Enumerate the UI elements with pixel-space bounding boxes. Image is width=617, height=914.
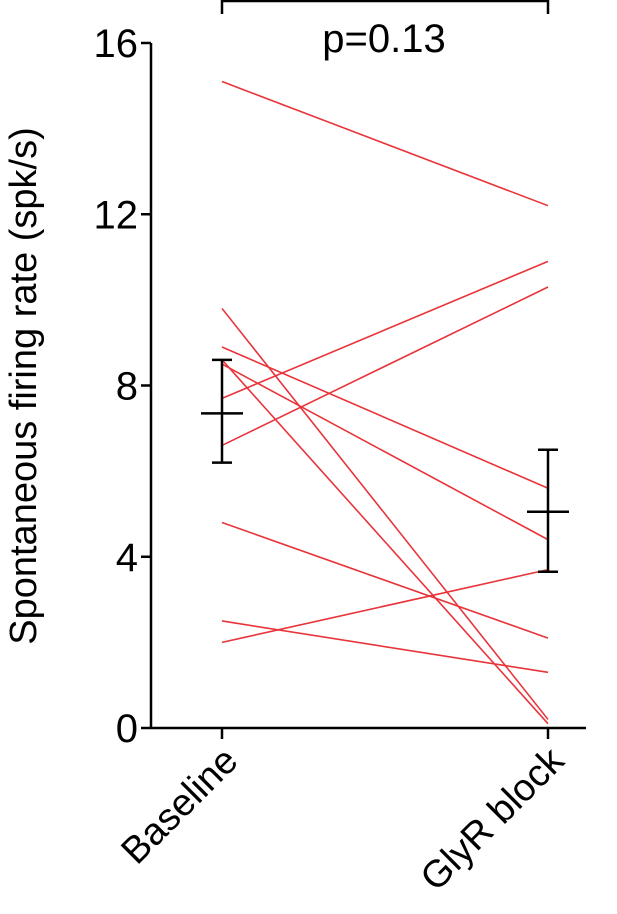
y-tick-label-8: 8: [116, 365, 138, 409]
pair-line-8: [221, 521, 549, 639]
pair-line-2: [221, 307, 549, 720]
y-tick-label-12: 12: [94, 193, 139, 237]
pair-line-3: [221, 346, 549, 489]
pair-line-5: [221, 363, 549, 541]
y-axis: 0 4 8 12 16: [94, 22, 586, 751]
pair-line-10: [221, 568, 549, 644]
error-bars: [201, 358, 569, 573]
pair-line-1: [221, 80, 549, 207]
bracket-line: [220, 0, 550, 14]
pair-line-4: [221, 359, 549, 725]
significance-bracket: p=0.13: [220, 0, 550, 61]
pair-line-9: [221, 620, 549, 674]
paired-lines: [221, 80, 549, 725]
x-axis-labels: Baseline GlyR block: [114, 728, 573, 899]
y-tick-label-16: 16: [94, 22, 139, 66]
errorbar-glyr-block: [527, 448, 569, 573]
errorbar-baseline: [201, 358, 243, 464]
pair-line-7: [221, 286, 549, 447]
pair-line-6: [221, 260, 549, 400]
x-category-label-2: GlyR block: [413, 739, 573, 899]
y-axis-title: Spontaneous firing rate (spk/s): [3, 127, 45, 645]
p-value-annotation: p=0.13: [322, 17, 445, 61]
y-tick-label-0: 0: [116, 707, 138, 751]
x-category-label-1: Baseline: [114, 740, 247, 873]
y-tick-label-4: 4: [116, 536, 138, 580]
